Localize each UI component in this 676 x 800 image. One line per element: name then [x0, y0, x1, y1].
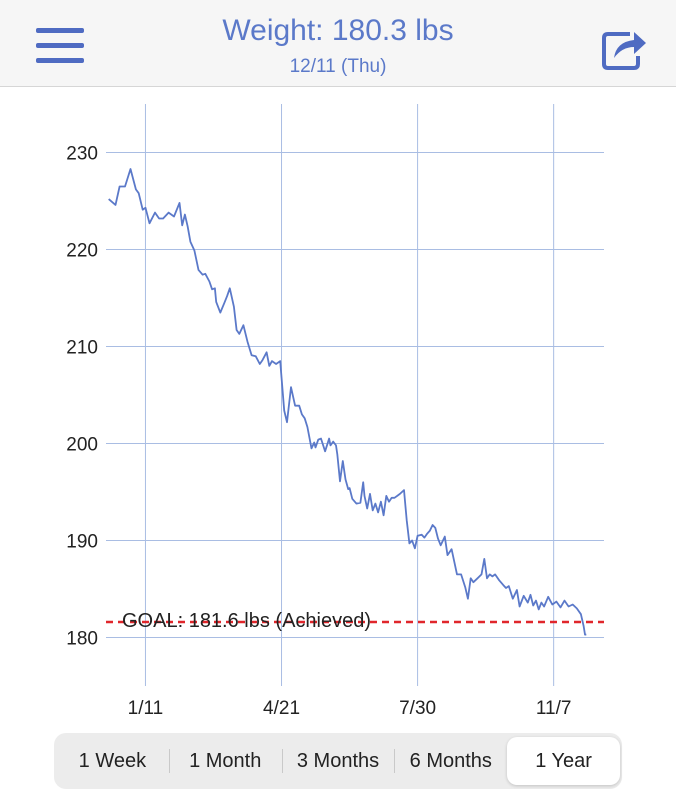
goal-label: GOAL: 181.6 lbs (Achieved)	[122, 610, 372, 632]
weight-series-line	[108, 168, 587, 636]
y-tick-label: 200	[66, 435, 98, 456]
weight-chart: 230 220 210 200 190 180 1/11 4/21 7/30 11/7 GOAL:…	[0, 86, 676, 726]
page-title: Weight: 180.3 lbs	[222, 14, 454, 47]
x-tick-label: 1/11	[128, 698, 164, 719]
y-tick-label: 220	[66, 241, 98, 262]
share-icon[interactable]	[600, 26, 648, 70]
y-tick-label: 210	[66, 338, 98, 359]
x-tick-label: 11/7	[536, 698, 572, 719]
menu-bar-top	[36, 28, 84, 33]
segment-1-week[interactable]: 1 Week	[78, 749, 147, 772]
nav-bar: Weight: 180.3 lbs 12/11 (Thu)	[0, 0, 676, 87]
segment-1-month[interactable]: 1 Month	[168, 737, 282, 785]
segment-3-months[interactable]: 3 Months	[281, 737, 395, 785]
segment-1-year[interactable]: 1 Year	[507, 737, 620, 785]
menu-bar-middle	[36, 43, 84, 48]
y-tick-label: 230	[66, 144, 98, 165]
page-subtitle-date: 12/11 (Thu)	[289, 56, 387, 77]
y-tick-label: 190	[66, 532, 98, 553]
weight-chart-svg: 230 220 210 200 190 180 1/11 4/21 7/30 11/7	[66, 104, 604, 719]
x-tick-label: 4/21	[263, 698, 300, 719]
time-range-segmented-control: 1 Week 1 Month 3 Months 6 Months 1 Year	[54, 733, 622, 789]
segment-6-months[interactable]: 6 Months	[394, 737, 507, 785]
y-tick-label: 180	[66, 629, 98, 650]
menu-bar-bottom	[36, 58, 84, 63]
hamburger-menu-icon[interactable]	[36, 28, 86, 64]
x-tick-label: 7/30	[399, 698, 436, 719]
